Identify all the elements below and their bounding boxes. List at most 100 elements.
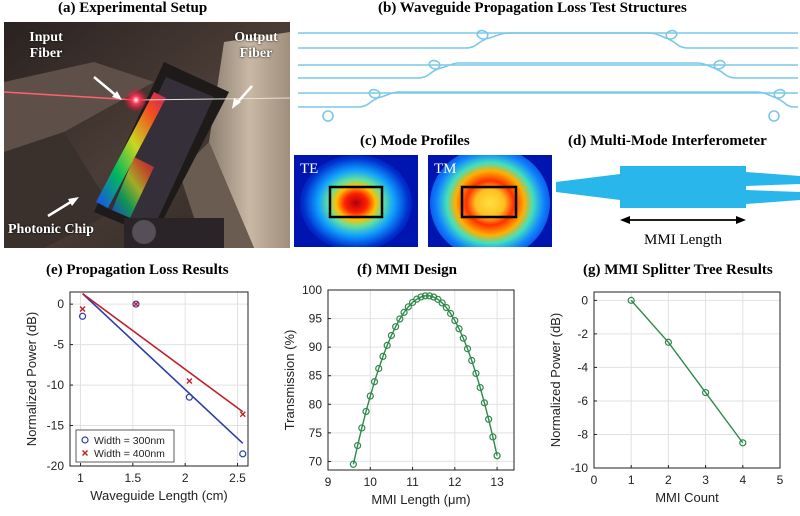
data-point-x bbox=[79, 306, 86, 312]
data-point bbox=[404, 303, 412, 311]
te-waveguide-outline bbox=[328, 185, 384, 219]
data-point bbox=[451, 316, 459, 325]
x-axis-label: Waveguide Length (cm) bbox=[90, 488, 228, 503]
mmi-body bbox=[620, 166, 746, 208]
y-tick-label: 0 bbox=[57, 297, 64, 311]
data-point bbox=[185, 393, 193, 401]
y-tick-label: 0 bbox=[581, 293, 588, 307]
experimental-setup-photo: Input Fiber Output Fiber Photonic Chip bbox=[4, 22, 290, 248]
y-tick-label: -5 bbox=[53, 338, 64, 352]
data-point bbox=[702, 388, 710, 397]
data-point bbox=[463, 345, 472, 353]
y-tick-label: 70 bbox=[309, 454, 323, 468]
data-point bbox=[468, 356, 476, 365]
legend-entry: Width = 300nm bbox=[94, 435, 165, 447]
x-tick-label: 12 bbox=[448, 475, 462, 489]
tm-waveguide-outline bbox=[460, 185, 518, 219]
data-point bbox=[396, 315, 404, 323]
y-tick-label: -4 bbox=[577, 360, 588, 374]
legend-box bbox=[75, 429, 175, 463]
y-axis-label: Transmission (%) bbox=[282, 330, 297, 431]
panel-a-title: (a) Experimental Setup bbox=[58, 0, 208, 16]
data-point bbox=[78, 312, 87, 320]
data-point bbox=[362, 407, 370, 416]
plot-frame bbox=[69, 291, 249, 467]
mmi-input-taper bbox=[556, 174, 620, 200]
x-tick-label: 2 bbox=[182, 471, 189, 485]
input-fiber-label: Input Fiber bbox=[29, 30, 63, 61]
data-point bbox=[455, 325, 463, 333]
plot-frame bbox=[593, 291, 781, 469]
y-tick-label: 75 bbox=[309, 426, 323, 440]
x-axis-label: MMI Length (μm) bbox=[371, 492, 470, 507]
data-point bbox=[485, 415, 493, 423]
mmi-length-arrow-left bbox=[620, 216, 630, 224]
data-point bbox=[739, 439, 747, 447]
legend-entry: Width = 400nm bbox=[94, 448, 165, 460]
y-tick-label: -10 bbox=[47, 378, 65, 392]
x-tick-label: 5 bbox=[777, 473, 784, 487]
power-line bbox=[630, 299, 744, 444]
photonic-chip-label: Photonic Chip bbox=[8, 222, 94, 237]
panel-f-title: (f) MMI Design bbox=[357, 262, 457, 278]
data-point bbox=[459, 334, 467, 342]
fit-line-1 bbox=[82, 292, 244, 413]
y-tick-label: 100 bbox=[302, 283, 322, 297]
x-tick-label: 1 bbox=[628, 473, 635, 487]
data-point-x bbox=[132, 301, 139, 308]
x-tick-label: 2 bbox=[665, 473, 672, 487]
data-point bbox=[476, 383, 484, 392]
y-tick-label: -8 bbox=[577, 427, 588, 441]
data-point bbox=[387, 331, 396, 340]
plot-frame bbox=[327, 289, 515, 471]
data-point-x bbox=[186, 378, 193, 385]
data-point bbox=[383, 341, 391, 349]
mmi-diagram: MMI Length bbox=[556, 166, 800, 248]
data-point bbox=[664, 338, 672, 346]
x-tick-label: 3 bbox=[702, 473, 709, 487]
x-tick-label: 0 bbox=[591, 473, 598, 487]
x-tick-label: 9 bbox=[325, 475, 332, 489]
data-point bbox=[442, 304, 450, 312]
panel-d-title: (d) Multi-Mode Interferometer bbox=[568, 133, 767, 149]
data-point bbox=[446, 309, 455, 318]
y-tick-label: -2 bbox=[577, 327, 588, 341]
transmission-curve bbox=[352, 295, 498, 465]
y-axis-label: Normalized Power (dB) bbox=[24, 312, 39, 446]
data-point-x bbox=[82, 450, 88, 456]
mmi-length-arrow-right bbox=[736, 216, 746, 224]
x-tick-label: 1 bbox=[77, 471, 84, 485]
panel-g-title: (g) MMI Splitter Tree Results bbox=[583, 262, 773, 278]
data-point bbox=[349, 460, 357, 468]
data-point bbox=[132, 300, 140, 308]
data-point bbox=[81, 436, 89, 444]
waveguide-loop-2 bbox=[298, 59, 798, 79]
y-axis-label: Normalized Power (dB) bbox=[548, 313, 563, 447]
propagation-loss-chart: 1 1.5 2 2.5 0 -5 -10 -15 -20 Waveguide Length (cm… bbox=[24, 291, 249, 503]
data-point bbox=[417, 293, 425, 301]
output-fiber-label: Output Fiber bbox=[234, 30, 278, 61]
data-point bbox=[627, 296, 635, 304]
data-point bbox=[400, 308, 408, 316]
data-point bbox=[489, 433, 497, 441]
mmi-design-chart: 9 10 11 12 13 70 75 80 85 90 95 100 MMI Length (μm) T… bbox=[282, 283, 515, 507]
mmi-length-label: MMI Length bbox=[644, 232, 722, 248]
x-tick-label: 10 bbox=[364, 475, 378, 489]
data-point bbox=[358, 424, 366, 432]
tm-label: TM bbox=[434, 161, 457, 177]
mmi-splitter-tree-chart: 0 1 2 3 4 5 0 -2 -4 -6 -8 -10 MMI Count Normalized Po… bbox=[548, 291, 784, 505]
data-point bbox=[438, 299, 446, 307]
panel-c-title: (c) Mode Profiles bbox=[360, 133, 470, 149]
plot-area bbox=[593, 291, 781, 469]
waveguide-test-structures bbox=[298, 29, 798, 122]
y-tick-label: 85 bbox=[309, 369, 323, 383]
data-point bbox=[421, 292, 429, 300]
x-tick-label: 1.5 bbox=[124, 471, 141, 485]
x-axis-label: MMI Count bbox=[655, 490, 719, 505]
x-tick-label: 4 bbox=[739, 473, 746, 487]
data-point bbox=[493, 452, 501, 460]
x-tick-label: 11 bbox=[406, 475, 419, 489]
data-point bbox=[472, 369, 480, 378]
x-tick-label: 2.5 bbox=[229, 471, 246, 485]
waveguide-bend bbox=[768, 110, 780, 122]
